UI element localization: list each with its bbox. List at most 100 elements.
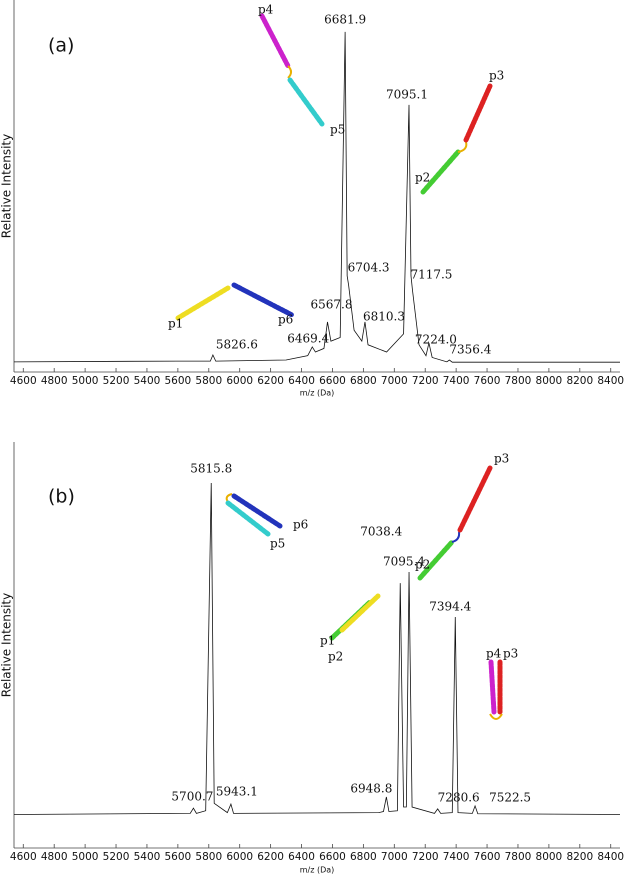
structure-label: p3 [489,69,504,83]
peak-label: 5700.7 [171,790,213,804]
loop [489,713,503,720]
x-tick-label: 5000 [72,851,99,863]
structure-label: p2 [415,171,430,185]
x-tick-label: 5600 [165,375,192,387]
spectrum [13,482,621,815]
peak-label: 7095.1 [386,87,428,101]
structure-label: p2 [415,558,430,572]
x-tick-label: 7000 [381,375,408,387]
helix [488,659,497,715]
helix [259,13,291,69]
structure-label: p6 [278,313,293,327]
peak-label: 7038.4 [360,525,402,539]
helix-p4-p5 [259,13,325,127]
helix [417,539,455,581]
x-axis-label: m/z (Da) [300,389,335,398]
x-tick-label: 5200 [103,375,130,387]
helix [420,149,461,195]
x-tick-label: 5200 [103,851,130,863]
helix [287,77,325,127]
x-tick-label: 7600 [474,375,501,387]
x-tick-label: 7000 [381,851,408,863]
structure-label: p6 [293,518,308,532]
helix-p3-p4 [488,659,503,720]
x-tick-label: 6600 [319,851,346,863]
x-tick-label: 7200 [412,375,439,387]
peak-label: 6948.8 [350,781,392,795]
x-tick-label: 7800 [505,375,532,387]
x-tick-label: 4800 [41,851,68,863]
helix [225,500,271,537]
panel-label: (b) [48,486,75,508]
structure-label: p4 [486,647,502,661]
helix [339,593,381,633]
loop [457,141,468,153]
structure-label: p3 [494,452,509,466]
peak-label: 5815.8 [190,461,232,475]
peak-label: 6567.8 [310,297,352,311]
x-tick-label: 6400 [288,375,315,387]
x-tick-label: 8000 [536,851,563,863]
x-tick-label: 5400 [134,375,161,387]
x-tick-label: 7600 [474,851,501,863]
x-tick-label: 6600 [319,375,346,387]
loop [287,65,292,79]
helix-p1-p6 [175,282,295,321]
helix-p1-p2 [329,593,381,641]
x-tick-label: 7400 [443,851,470,863]
x-tick-label: 4600 [10,375,37,387]
x-tick-label: 8200 [566,375,593,387]
x-tick-label: 8400 [597,851,624,863]
peak-label: 7356.4 [449,343,491,357]
x-tick-label: 7200 [412,851,439,863]
peak-label: 6704.3 [348,260,390,274]
helix-p2-p3 [420,83,493,195]
structure-label: p5 [270,537,285,551]
helix [463,83,493,143]
peak-label: 7280.6 [438,790,480,804]
loop [451,531,461,543]
peak-label: 5943.1 [216,785,258,799]
x-tick-label: 5000 [72,375,99,387]
x-tick-label: 5800 [195,851,222,863]
helix-p2-p3-b [417,465,493,581]
helix [457,465,493,533]
panel-label: (a) [48,35,74,57]
helix [231,282,295,318]
structure-label: p1 [168,317,183,331]
helix-p5-p6 [225,493,283,537]
peak-label: 6681.9 [324,12,366,26]
x-tick-label: 8400 [597,375,624,387]
x-tick-label: 5400 [134,851,161,863]
peak-label: 6810.3 [363,309,405,323]
x-tick-label: 4800 [41,375,68,387]
y-axis-label: Relative Intensity [0,134,14,238]
structure-label: p4 [258,3,274,17]
y-axis-label: Relative Intensity [0,593,14,697]
x-tick-label: 8200 [566,851,593,863]
x-tick-label: 8000 [536,375,563,387]
peak-label: 6469.4 [287,331,329,345]
helix [175,285,231,321]
structure-label: p3 [503,647,518,661]
x-tick-label: 6200 [257,375,284,387]
x-tick-label: 7800 [505,851,532,863]
x-tick-label: 5800 [195,375,222,387]
peak-label: 5826.6 [216,337,258,351]
x-tick-label: 6200 [257,851,284,863]
peak-label: 7224.0 [415,332,457,346]
x-tick-label: 4600 [10,851,37,863]
x-tick-label: 7400 [443,375,470,387]
x-tick-label: 6000 [226,851,253,863]
peak-label: 7117.5 [410,267,452,281]
spectrum [13,31,620,363]
x-tick-label: 6800 [350,851,377,863]
peak-label: 7394.4 [429,600,471,614]
structure-label: p1 [320,634,335,648]
structure-label: p2 [328,650,343,664]
helix [231,493,283,529]
x-tick-label: 6400 [288,851,315,863]
